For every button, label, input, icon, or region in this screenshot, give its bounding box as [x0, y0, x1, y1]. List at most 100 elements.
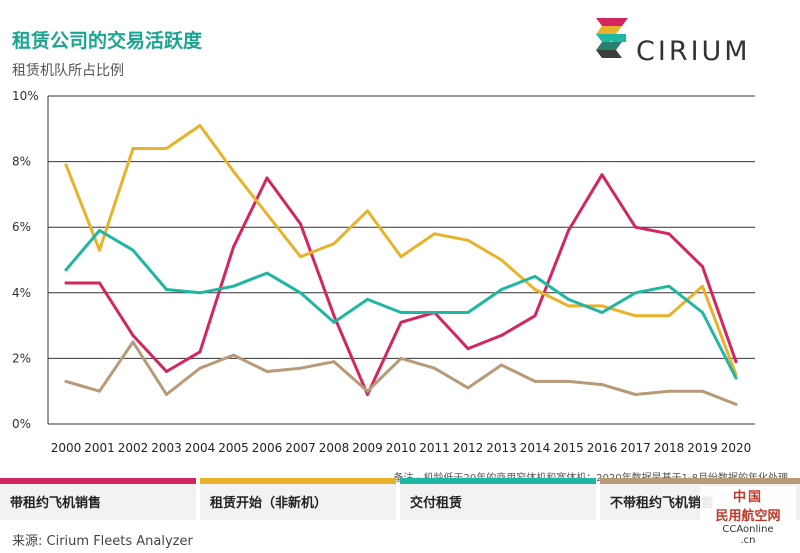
data-point-1 [366, 393, 369, 396]
data-point-1 [667, 232, 671, 236]
data-point-4 [232, 353, 235, 357]
legend-label-3: 交付租赁 [410, 496, 463, 511]
data-point-4 [131, 340, 135, 344]
data-point-2 [399, 255, 403, 259]
watermark-line-3: CCAonline [722, 524, 774, 535]
legend-item-1: 带租约飞机销售 [0, 478, 196, 520]
data-point-2 [131, 147, 135, 150]
legend: 带租约飞机销售 租赁开始（非新机） 交付租赁 不带租约飞机销售 [0, 478, 800, 520]
data-point-1 [533, 314, 537, 318]
data-point-3 [734, 376, 738, 380]
data-point-3 [433, 311, 436, 314]
x-tick-label: 2019 [687, 441, 718, 455]
data-point-2 [533, 288, 537, 291]
x-tick-label: 2006 [252, 441, 283, 455]
data-point-4 [466, 386, 470, 390]
data-point-3 [98, 229, 101, 232]
x-tick-label: 2005 [218, 441, 249, 455]
x-tick-label: 2004 [185, 441, 216, 455]
data-point-3 [466, 311, 470, 314]
watermark: 中国 民用航空网 CCAonline .cn [700, 486, 796, 546]
data-point-4 [98, 389, 101, 393]
data-point-4 [500, 363, 503, 367]
x-tick-label: 2000 [51, 441, 82, 455]
data-point-4 [332, 360, 336, 364]
data-point-1 [500, 334, 503, 337]
data-point-1 [399, 320, 403, 324]
data-point-3 [332, 320, 336, 324]
legend-swatch-2 [200, 478, 396, 484]
legend-swatch-4 [600, 478, 800, 484]
data-point-2 [198, 124, 202, 127]
data-point-3 [165, 288, 168, 291]
data-point-1 [198, 350, 202, 354]
data-point-2 [634, 314, 637, 318]
data-point-1 [98, 281, 101, 285]
data-point-3 [399, 311, 403, 314]
data-point-3 [64, 268, 68, 272]
y-tick-label: 0% [12, 417, 31, 431]
data-point-4 [567, 379, 570, 383]
data-point-2 [600, 304, 604, 308]
data-point-2 [567, 304, 570, 308]
legend-swatch-1 [0, 478, 196, 484]
data-point-3 [131, 248, 135, 252]
data-point-1 [466, 347, 470, 350]
data-point-4 [64, 379, 68, 383]
x-tick-label: 2001 [84, 441, 115, 455]
data-point-1 [299, 222, 302, 226]
data-point-1 [701, 265, 704, 268]
data-point-3 [198, 291, 202, 295]
data-point-2 [701, 284, 704, 288]
y-tick-label: 2% [12, 351, 31, 365]
data-point-4 [433, 366, 436, 370]
data-point-2 [165, 147, 168, 150]
data-point-1 [734, 360, 738, 364]
logo-text: CIRIUM [636, 36, 751, 67]
x-tick-label: 2020 [721, 441, 752, 455]
y-tick-label: 6% [12, 220, 31, 234]
cirium-logo-icon [596, 18, 628, 58]
watermark-line-1: 中国 [732, 490, 763, 505]
y-tick-label: 8% [12, 155, 31, 169]
data-point-3 [265, 271, 269, 275]
y-tick-label: 10% [12, 89, 39, 103]
data-point-3 [667, 284, 671, 288]
data-point-3 [232, 284, 235, 288]
data-point-2 [299, 255, 302, 259]
y-tick-label: 4% [12, 286, 31, 300]
data-point-4 [600, 383, 604, 387]
data-point-2 [466, 238, 470, 242]
data-point-3 [366, 297, 369, 301]
data-point-4 [165, 393, 168, 396]
legend-label-4: 不带租约飞机销售 [610, 496, 715, 511]
series-line-2 [64, 124, 738, 377]
data-point-2 [500, 258, 503, 262]
data-point-3 [567, 297, 570, 301]
data-point-4 [533, 379, 537, 383]
data-point-4 [399, 357, 403, 360]
legend-label-2: 租赁开始（非新机） [210, 496, 328, 511]
source-text: 来源: Cirium Fleets Analyzer [12, 534, 193, 549]
data-point-4 [634, 393, 637, 396]
data-point-2 [265, 212, 269, 216]
x-tick-label: 2010 [386, 441, 417, 455]
data-point-4 [265, 370, 269, 373]
legend-item-3: 交付租赁 [400, 478, 596, 520]
legend-swatch-3 [400, 478, 596, 484]
x-tick-label: 2002 [118, 441, 149, 455]
x-tick-label: 2015 [553, 441, 584, 455]
data-point-4 [734, 402, 738, 406]
x-tick-label: 2011 [419, 441, 450, 455]
data-point-4 [366, 389, 369, 393]
line-chart: 0%2%4%6%8%10%2000 2001 2002 2003 2004 2005 200… [12, 89, 755, 455]
data-point-1 [165, 370, 168, 373]
x-tick-label: 2017 [620, 441, 651, 455]
watermark-line-2: 民用航空网 [715, 509, 781, 524]
data-point-3 [634, 291, 637, 295]
data-point-1 [634, 225, 637, 229]
series-line-3 [64, 229, 738, 380]
data-point-2 [366, 209, 369, 213]
x-tick-label: 2014 [520, 441, 551, 455]
x-tick-label: 2016 [587, 441, 618, 455]
